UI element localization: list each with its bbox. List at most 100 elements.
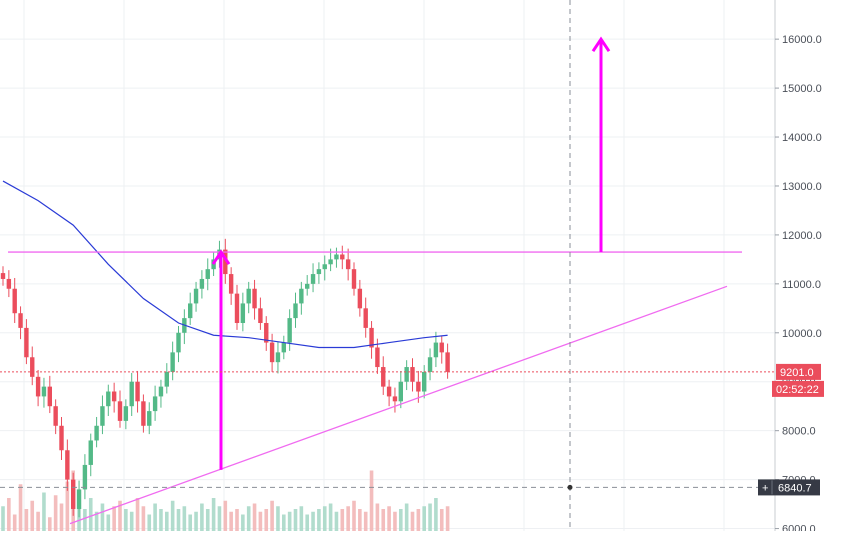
candle-body (375, 347, 380, 368)
volume-bar (12, 514, 17, 531)
candle-body (445, 352, 450, 372)
candle-body (76, 489, 82, 509)
volume-bar (211, 498, 216, 531)
volume-bar (153, 503, 157, 531)
volume-bar (106, 514, 111, 531)
candle-body (246, 288, 251, 304)
volume-bar (358, 509, 362, 531)
volume-bar (393, 511, 397, 531)
candle-body (334, 254, 339, 260)
volume-bar (129, 511, 134, 531)
y-tick-label: 6000.0 (782, 524, 816, 531)
volume-bar (270, 500, 274, 531)
y-tick-label: 12000.0 (782, 230, 822, 242)
candle-body (357, 288, 363, 309)
volume-bar (48, 517, 52, 531)
candle-body (310, 274, 316, 284)
volume-bar (445, 506, 450, 531)
candle-body (129, 381, 134, 407)
candle-body (234, 293, 240, 324)
drawings (0, 0, 775, 531)
candle-body (176, 332, 181, 353)
candle-body (82, 464, 88, 490)
volume-bar (305, 514, 309, 531)
candle-body (404, 367, 409, 382)
volume-bar (36, 511, 40, 531)
volume-bar (235, 509, 239, 531)
volume-bar (258, 511, 263, 531)
candle-body (158, 386, 164, 397)
price-label-text: 9201.0 (780, 367, 814, 379)
volume-bar (428, 503, 432, 531)
candle-body (293, 303, 298, 319)
volume-bar (182, 506, 187, 531)
volume-bar (404, 503, 409, 531)
candle-body (53, 406, 58, 426)
candle-body (12, 288, 17, 314)
candle-body (340, 254, 345, 260)
volume-bar (246, 506, 251, 531)
candle-body (386, 386, 392, 397)
volume-bar (135, 498, 140, 531)
candle-body (100, 406, 105, 426)
candle-body (316, 269, 322, 275)
candle-body (252, 288, 257, 309)
volume-bar (24, 509, 29, 531)
candle-body (269, 342, 275, 363)
volume-bar (194, 511, 198, 531)
crosshair-label-box (758, 479, 820, 496)
volume-bar (147, 514, 152, 531)
candle-body (47, 386, 52, 407)
candle-body (258, 308, 263, 324)
crosshair-plus: + (762, 482, 768, 494)
candle-body (88, 440, 93, 465)
volume-bar (223, 500, 228, 531)
candle-body (363, 308, 368, 328)
volume-bar (159, 509, 163, 531)
crosshair-label-text: 6840.7 (778, 482, 812, 494)
candle-body (369, 327, 374, 348)
volume-bar (381, 509, 386, 531)
price-axis: 6000.07000.08000.09000.010000.011000.012… (758, 0, 845, 536)
volume-bar (282, 514, 286, 531)
crosshair-dot (567, 484, 573, 490)
candle-body (416, 381, 421, 392)
moving-average (2, 180, 448, 349)
volume-bar (416, 509, 421, 531)
candle-body (205, 269, 210, 279)
volume-bar (229, 511, 233, 531)
volume-bar (276, 506, 280, 531)
candle-body (170, 352, 175, 372)
volume-bar (352, 500, 356, 531)
arrow-up-right-head (591, 36, 611, 52)
grid (0, 0, 775, 531)
volume-bar (188, 514, 192, 531)
countdown-box (772, 380, 824, 397)
volume-bar (205, 509, 210, 531)
y-tick-label: 8000.0 (782, 426, 816, 438)
volume-bar (100, 503, 105, 531)
volume-bar (439, 509, 444, 531)
candle-body (193, 288, 199, 304)
volume-bar (322, 506, 327, 531)
volume-bar (369, 470, 374, 531)
volume-bar (399, 509, 403, 531)
candle-body (328, 259, 333, 265)
candle-body (152, 396, 158, 412)
arrow-up-left-head (211, 249, 231, 265)
volume-bar (375, 503, 380, 531)
y-tick-label: 11000.0 (782, 279, 821, 291)
volume-bar (7, 498, 11, 531)
candle-body (228, 274, 234, 294)
candle-body (392, 396, 398, 402)
volume-bar (165, 511, 169, 531)
volume-bar (124, 509, 128, 531)
volume-bar (94, 511, 99, 531)
candle-body (147, 411, 152, 426)
volume-bar (387, 506, 391, 531)
price-axis-background (775, 0, 845, 531)
candle-body (71, 479, 76, 509)
candle-body (188, 303, 193, 319)
volume-bar (434, 498, 438, 531)
